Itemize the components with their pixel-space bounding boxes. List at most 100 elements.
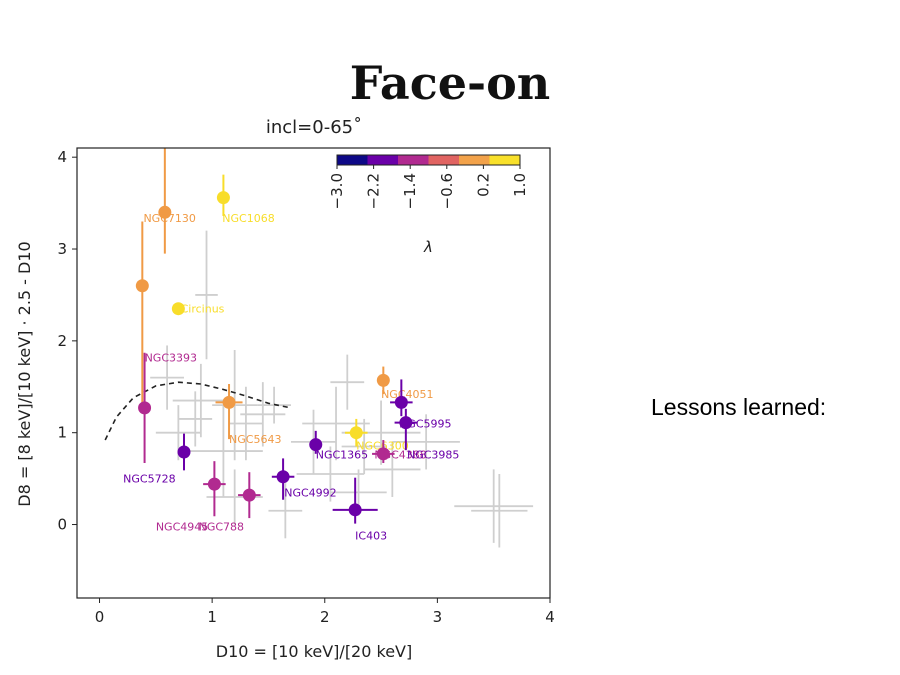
- x-tick-label: 4: [545, 608, 555, 626]
- point-label: NGC4051: [381, 388, 433, 401]
- background-point: [268, 483, 303, 539]
- colorbar: −3.0 −2.2 −1.4 −0.6 0.2 1.0 λ: [328, 154, 529, 256]
- data-point: NGC3985: [394, 408, 459, 462]
- background-point: [454, 469, 534, 543]
- y-tick-label: 0: [57, 516, 67, 534]
- point-marker: [222, 395, 236, 409]
- data-point: NGC3393: [138, 351, 197, 463]
- point-marker: [376, 373, 390, 387]
- point-label: IC403: [355, 530, 387, 543]
- point-label: NGC3985: [407, 449, 459, 462]
- point-marker: [376, 447, 390, 461]
- point-marker: [399, 416, 413, 430]
- y-tick-label: 4: [57, 148, 67, 166]
- point-marker: [135, 279, 149, 293]
- colorbar-tick-label: 0.2: [474, 173, 492, 197]
- colorbar-frame: [336, 154, 521, 166]
- point-label: NGC788: [199, 520, 244, 533]
- colorbar-segment: [489, 155, 521, 165]
- x-tick-label: 0: [95, 608, 105, 626]
- data-point: IC403: [332, 477, 387, 543]
- point-marker: [207, 477, 221, 491]
- point-marker: [309, 438, 323, 452]
- plot-frame: [76, 147, 551, 599]
- point-label: NGC5995: [399, 418, 451, 431]
- point-label: NGC4945: [156, 520, 208, 533]
- point-marker: [138, 401, 152, 415]
- data-point: Circinus: [171, 302, 225, 316]
- point-marker: [276, 470, 290, 484]
- point-marker: [216, 191, 230, 205]
- y-axis-label: D8 = [8 keV]/[10 keV] · 2.5 - D10: [15, 241, 34, 506]
- background-point: [302, 386, 370, 461]
- colorbar-tick-label: 1.0: [511, 173, 529, 197]
- data-point: NGC1068: [216, 174, 275, 225]
- colorbar-segment: [428, 155, 460, 165]
- point-label: NGC3393: [145, 351, 197, 364]
- background-point: [178, 391, 213, 447]
- background-point: [240, 382, 286, 447]
- x-tick-label: 3: [433, 608, 443, 626]
- background-point: [341, 418, 387, 475]
- point-label: NGC7130: [143, 212, 195, 225]
- point-label: Circinus: [181, 303, 225, 316]
- colorbar-segment: [459, 155, 490, 165]
- point-marker: [171, 302, 185, 316]
- colorbar-segment: [367, 155, 399, 165]
- model-curve: [104, 381, 292, 441]
- colorbar-segment: [337, 155, 368, 165]
- colorbar-tick-label: −3.0: [328, 173, 346, 209]
- y-tick-label: 3: [57, 240, 67, 258]
- data-point: [158, 148, 172, 254]
- lessons-learned-text: Lessons learned:: [651, 394, 827, 420]
- data-point: NGC5995: [390, 379, 452, 431]
- y-tick-label: 2: [57, 332, 67, 350]
- point-marker: [177, 445, 191, 459]
- background-point: [364, 441, 421, 497]
- data-point: NGC5728: [123, 433, 191, 486]
- data-point: NGC5643: [215, 384, 281, 446]
- colorbar-tick-label: −1.4: [401, 173, 419, 209]
- data-point: NGC1365: [309, 430, 368, 462]
- model-curve-layer: [104, 381, 292, 441]
- x-tick-label: 1: [207, 608, 217, 626]
- background-point: [229, 386, 263, 461]
- point-label: NGC5643: [229, 433, 281, 446]
- background-point: [150, 345, 184, 410]
- slide-title: Face-on: [349, 56, 551, 110]
- background-point: [471, 474, 528, 548]
- point-label: NGC5728: [123, 473, 175, 486]
- background-point: [330, 354, 365, 410]
- data-point: NGC7130: [135, 212, 196, 406]
- point-marker: [242, 488, 256, 502]
- data-point: NGC4945: [156, 461, 226, 533]
- point-marker: [348, 503, 362, 517]
- data-points-layer: NGC7130 NGC1068 Circinus NGC3393 NGC5728 NGC5…: [123, 148, 459, 543]
- data-point: NGC788: [199, 472, 261, 533]
- data-point: NGC4992: [271, 458, 337, 500]
- colorbar-tick-label: −0.6: [438, 173, 456, 209]
- x-axis-label: D10 = [10 keV]/[20 keV]: [216, 642, 412, 661]
- data-point: NGC4388: [372, 440, 427, 463]
- colorbar-tick-label: −2.2: [365, 173, 383, 209]
- point-marker: [158, 205, 172, 219]
- y-tick-label: 1: [57, 424, 67, 442]
- background-point: [195, 230, 218, 360]
- point-label: NGC4992: [284, 486, 336, 499]
- colorbar-label: λ: [423, 238, 433, 256]
- background-point: [392, 414, 460, 470]
- point-label: NGC1068: [222, 212, 274, 225]
- colorbar-segment: [398, 155, 429, 165]
- point-label: NGC1365: [316, 449, 368, 462]
- point-label: NGC4388: [374, 449, 426, 462]
- point-marker: [394, 395, 408, 409]
- point-marker: [349, 426, 363, 440]
- data-point: NGC4051: [376, 366, 434, 401]
- background-point: [183, 405, 263, 497]
- background-points-layer: [150, 230, 534, 548]
- x-tick-label: 2: [320, 608, 330, 626]
- chart-title: incl=0-65˚: [266, 117, 362, 138]
- background-point: [172, 363, 230, 438]
- axes-layer: 0 1 2 3 4 0 1 2 3 4: [57, 147, 555, 626]
